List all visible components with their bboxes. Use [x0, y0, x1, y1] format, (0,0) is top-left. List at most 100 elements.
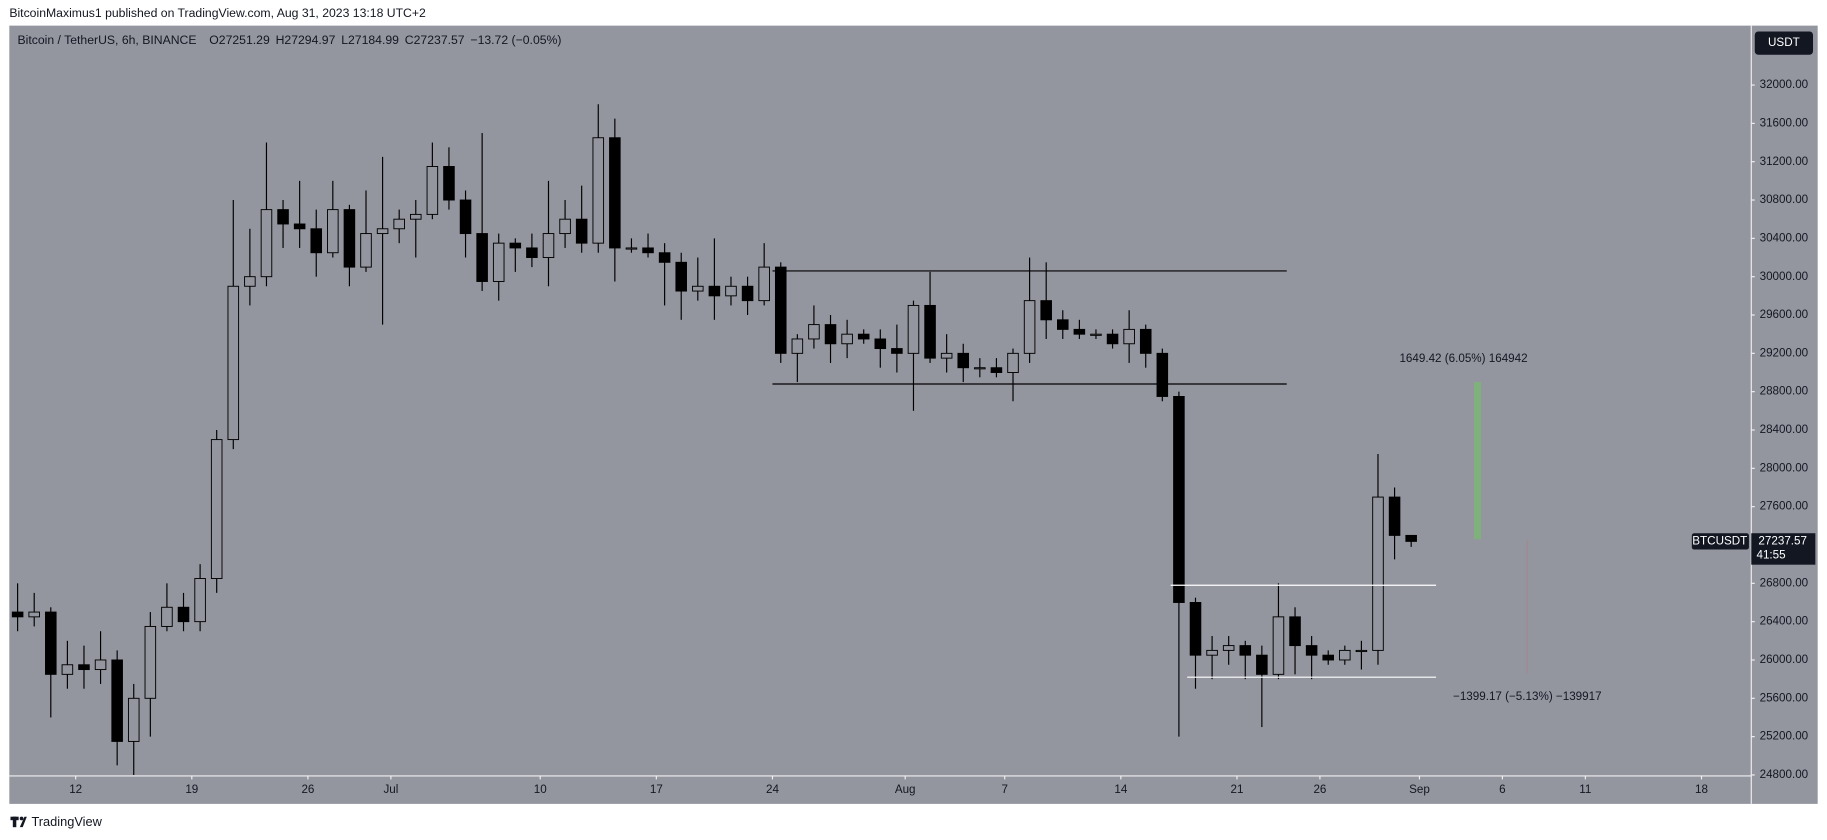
candle-body	[1173, 395, 1185, 603]
candle-body	[194, 578, 206, 623]
candle-body	[509, 242, 522, 249]
candle-body	[293, 223, 306, 230]
candle-body	[1040, 300, 1052, 321]
candle-body	[11, 611, 24, 618]
candle-body	[625, 247, 638, 250]
candle-body	[244, 276, 256, 287]
y-tick-label: 31600.00	[1760, 116, 1809, 129]
candle-body	[559, 218, 571, 235]
ohlc-letter: L	[341, 33, 348, 47]
candle-body	[492, 242, 505, 282]
ohlc-letter: C	[405, 33, 414, 47]
x-tick-label: Aug	[895, 783, 916, 796]
candle-body	[940, 352, 953, 359]
x-tick-label: 18	[1695, 783, 1708, 796]
x-tick-label: 6	[1499, 783, 1505, 796]
y-tick-label: 28000.00	[1760, 461, 1809, 474]
candle-body	[1023, 300, 1036, 354]
candle-body	[426, 166, 439, 215]
x-tick-label: 14	[1114, 783, 1127, 796]
candle-body	[210, 439, 223, 579]
x-tick-label: 26	[1313, 783, 1326, 796]
candle-body	[144, 625, 157, 699]
candle-body	[1372, 496, 1384, 651]
candle-body	[28, 611, 40, 618]
candle-body	[575, 218, 588, 244]
y-tick-label: 32000.00	[1760, 78, 1809, 91]
x-tick-label: 7	[1001, 783, 1007, 796]
candle-body	[758, 266, 770, 302]
y-tick-label: 29600.00	[1760, 308, 1809, 321]
candle-body	[61, 664, 74, 675]
y-tick-label: 29200.00	[1760, 346, 1809, 359]
currency-label[interactable]: USDT	[1768, 36, 1800, 49]
candle-body	[990, 367, 1003, 373]
candle-body	[94, 659, 107, 671]
y-tick-label: 30800.00	[1760, 193, 1809, 206]
ohlc-value: 27184.99	[348, 33, 399, 47]
ohlc-value: 27237.57	[414, 33, 465, 47]
candle-body	[774, 266, 787, 354]
candle-body	[907, 304, 920, 354]
candle-body	[642, 247, 654, 254]
candle-body	[177, 606, 190, 623]
candle-body	[1139, 328, 1152, 354]
candle-body	[78, 664, 90, 671]
candle-body	[161, 606, 173, 627]
candle-body	[1073, 328, 1086, 335]
candle-body	[609, 137, 621, 249]
candle-body	[1007, 352, 1019, 373]
candle-body	[409, 213, 422, 220]
candle-body	[1289, 616, 1301, 647]
candle-body	[1305, 645, 1318, 656]
candle-body	[277, 209, 289, 225]
candle-body	[1090, 333, 1102, 336]
candle-body	[924, 304, 936, 359]
candle-body	[1222, 645, 1235, 651]
y-tick-label: 30000.00	[1760, 270, 1809, 283]
candle-body	[526, 247, 538, 258]
price-tag-label: 27237.57	[1758, 534, 1807, 547]
candle-body	[1355, 649, 1368, 653]
y-tick-label: 26000.00	[1760, 653, 1809, 666]
tradingview-logo	[10, 816, 27, 828]
candle-body	[1405, 534, 1417, 542]
candle-body	[1206, 649, 1218, 656]
candle-body	[1256, 654, 1268, 675]
candle-body	[658, 252, 671, 263]
candle-body	[957, 352, 970, 369]
candle-body	[1189, 602, 1202, 656]
candle-body	[741, 285, 754, 302]
candle-body	[874, 338, 887, 350]
publisher-line: BitcoinMaximus1 published on TradingView…	[9, 6, 426, 20]
candle-body	[808, 324, 820, 340]
candle-body	[974, 367, 986, 370]
x-tick-label: 10	[534, 783, 547, 796]
symbol-header: Bitcoin / TetherUS, 6h, BINANCE O27251.2…	[17, 33, 561, 47]
y-tick-label: 26400.00	[1760, 615, 1809, 628]
logo-shape	[19, 816, 24, 821]
price-tag	[1751, 533, 1816, 565]
currency-button[interactable]	[1754, 31, 1814, 55]
y-tick-label: 28800.00	[1760, 385, 1809, 398]
y-tick-label: 30400.00	[1760, 231, 1809, 244]
candle-body	[791, 338, 804, 354]
x-tick-label: 26	[301, 783, 314, 796]
x-tick-label: 19	[185, 783, 198, 796]
candle-body	[1156, 352, 1169, 397]
candle-body	[824, 324, 837, 345]
candle-body	[1123, 328, 1135, 345]
candle-body	[476, 233, 488, 282]
x-tick-label: 24	[766, 783, 779, 796]
x-tick-label: Jul	[383, 783, 398, 796]
candle-body	[443, 166, 455, 201]
x-tick-label: 21	[1230, 783, 1243, 796]
candle-body	[1322, 654, 1334, 661]
measure-label: 1649.42 (6.05%) 164942	[1399, 352, 1527, 365]
candle-body	[327, 209, 339, 254]
candle-body	[1339, 649, 1351, 661]
candle-body	[1239, 645, 1252, 656]
y-tick-label: 24800.00	[1760, 768, 1809, 781]
